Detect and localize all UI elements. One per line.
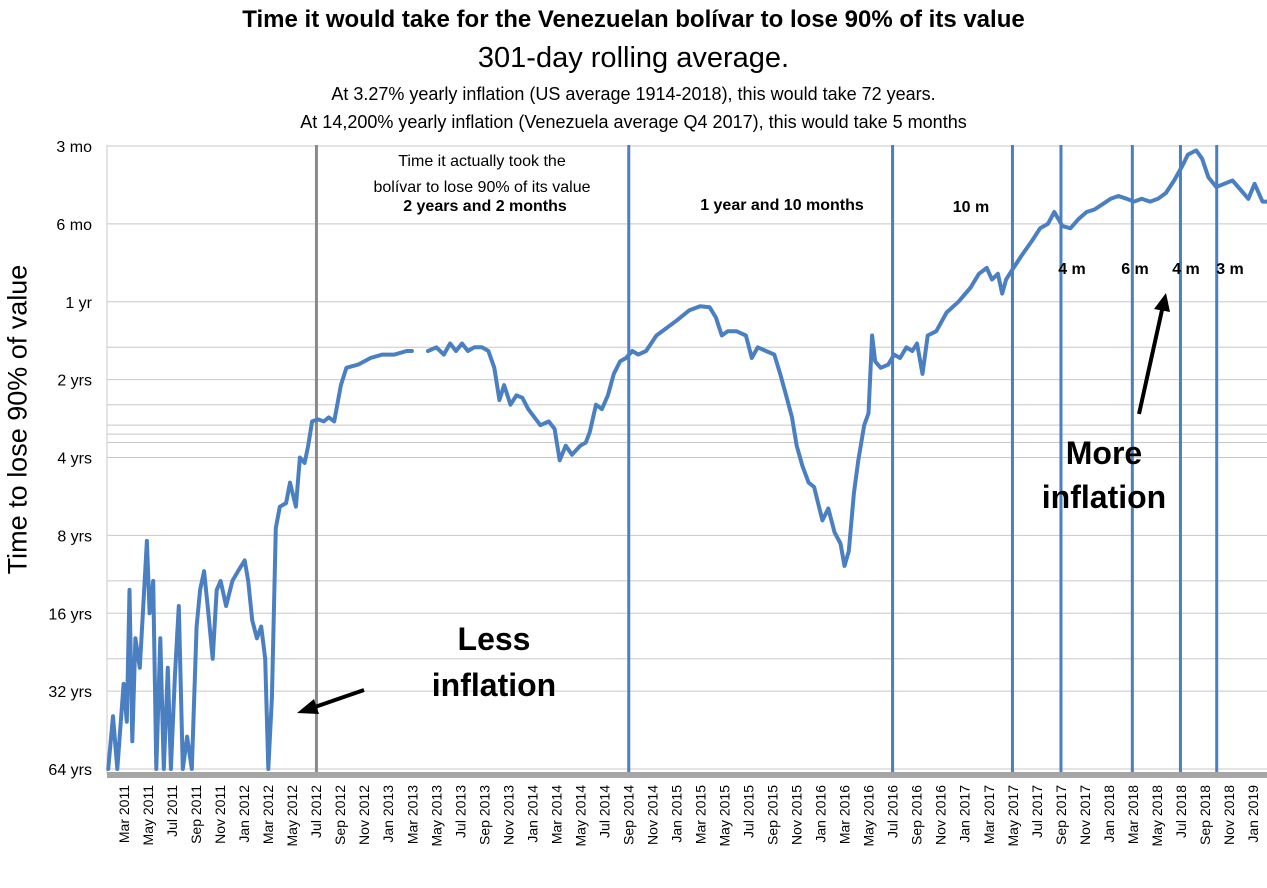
- series-line-2: [426, 148, 1267, 568]
- y-tick-label: 16 yrs: [48, 606, 92, 623]
- x-tick-label: Nov 2015: [789, 785, 805, 845]
- x-tick-label: Jan 2013: [380, 785, 396, 843]
- x-tick-label: Mar 2014: [548, 785, 564, 844]
- x-tick-label: Mar 2011: [116, 785, 132, 843]
- x-tick-label: May 2013: [428, 785, 444, 847]
- y-tick-label: 3 mo: [56, 139, 92, 156]
- x-tick-label: May 2015: [717, 785, 733, 847]
- x-tick-label: Mar 2018: [1125, 785, 1141, 844]
- x-tick-label: Nov 2014: [644, 785, 660, 845]
- series-line-1: [106, 349, 414, 771]
- x-tick-label: May 2018: [1149, 785, 1165, 847]
- x-tick-label: May 2012: [284, 785, 300, 847]
- x-tick-label: May 2016: [861, 785, 877, 847]
- x-tick-label: Jul 2015: [741, 785, 757, 838]
- less-inflation-arrow: [311, 688, 365, 710]
- x-tick-label: Jul 2017: [1029, 785, 1045, 838]
- note-venezuela-inflation: At 14,200% yearly inflation (Venezuela a…: [300, 112, 967, 132]
- x-tick-label: Jan 2016: [813, 785, 829, 843]
- segment-duration-label: 4 m: [1172, 261, 1200, 278]
- x-tick-label: Sep 2017: [1053, 785, 1069, 845]
- chart-title: Time it would take for the Venezuelan bo…: [242, 6, 1025, 33]
- more-inflation-annotation: inflation: [1042, 479, 1166, 515]
- x-tick-label: Mar 2016: [837, 785, 853, 844]
- x-tick-label: Nov 2016: [933, 785, 949, 845]
- segment-duration-label: Time it actually took the: [398, 153, 566, 170]
- less-inflation-arrowhead: [297, 699, 319, 714]
- x-tick-label: Mar 2012: [260, 785, 276, 844]
- x-tick-label: Jan 2012: [236, 785, 252, 843]
- x-tick-label: Sep 2011: [188, 785, 204, 844]
- x-tick-label: Nov 2012: [356, 785, 372, 845]
- y-tick-label: 64 yrs: [48, 762, 92, 779]
- x-tick-label: Jul 2018: [1173, 785, 1189, 838]
- x-tick-label: Jul 2011: [164, 785, 180, 837]
- x-tick-label: Sep 2016: [909, 785, 925, 845]
- x-tick-label: Jan 2014: [524, 785, 540, 843]
- x-tick-label: Jan 2018: [1101, 785, 1117, 843]
- x-tick-label: Jul 2014: [596, 785, 612, 838]
- x-tick-label: Mar 2015: [693, 785, 709, 844]
- more-inflation-arrowhead: [1154, 293, 1170, 312]
- x-tick-label: Mar 2017: [981, 785, 997, 844]
- x-tick-label: Jan 2019: [1245, 785, 1261, 843]
- y-tick-label: 6 mo: [56, 217, 92, 234]
- more-inflation-arrow: [1137, 309, 1164, 415]
- more-inflation-annotation: More: [1066, 435, 1142, 471]
- x-tick-label: Sep 2013: [476, 785, 492, 845]
- x-tick-label: Sep 2014: [620, 785, 636, 845]
- x-tick-label: May 2017: [1005, 785, 1021, 847]
- segment-duration-label: 1 year and 10 months: [700, 197, 864, 214]
- x-tick-label: Jul 2016: [885, 785, 901, 838]
- x-tick-label: Sep 2012: [332, 785, 348, 845]
- segment-duration-label: 6 m: [1121, 261, 1149, 278]
- x-tick-label: Sep 2015: [765, 785, 781, 845]
- x-tick-label: Jul 2012: [308, 785, 324, 838]
- y-tick-label: 1 yr: [65, 295, 92, 312]
- x-tick-label: Jan 2017: [957, 785, 973, 843]
- x-tick-label: Nov 2017: [1077, 785, 1093, 845]
- x-tick-label: Jul 2013: [452, 785, 468, 838]
- note-us-inflation: At 3.27% yearly inflation (US average 19…: [331, 84, 936, 104]
- x-tick-label: Sep 2018: [1197, 785, 1213, 845]
- chart-subtitle: 301-day rolling average.: [477, 42, 790, 74]
- segment-duration-label: 2 years and 2 months: [403, 198, 567, 215]
- x-tick-label: Nov 2018: [1221, 785, 1237, 845]
- y-tick-label: 2 yrs: [57, 373, 92, 390]
- y-tick-label: 4 yrs: [57, 451, 92, 468]
- y-tick-label: 8 yrs: [57, 528, 92, 545]
- segment-duration-label: 10 m: [953, 199, 989, 216]
- x-tick-label: Jan 2015: [668, 785, 684, 843]
- less-inflation-annotation: Less: [458, 621, 531, 657]
- y-tick-label: 32 yrs: [48, 684, 92, 701]
- x-tick-label: May 2014: [572, 785, 588, 847]
- x-tick-label: Nov 2011: [212, 785, 228, 844]
- x-tick-label: May 2011: [140, 785, 156, 846]
- segment-duration-label: bolívar to lose 90% of its value: [373, 179, 590, 196]
- segment-duration-label: 4 m: [1058, 261, 1086, 278]
- x-axis-line: [107, 772, 1267, 778]
- less-inflation-annotation: inflation: [432, 667, 556, 703]
- x-tick-label: Mar 2013: [404, 785, 420, 844]
- x-tick-label: Nov 2013: [500, 785, 516, 845]
- segment-duration-label: 3 m: [1216, 261, 1244, 278]
